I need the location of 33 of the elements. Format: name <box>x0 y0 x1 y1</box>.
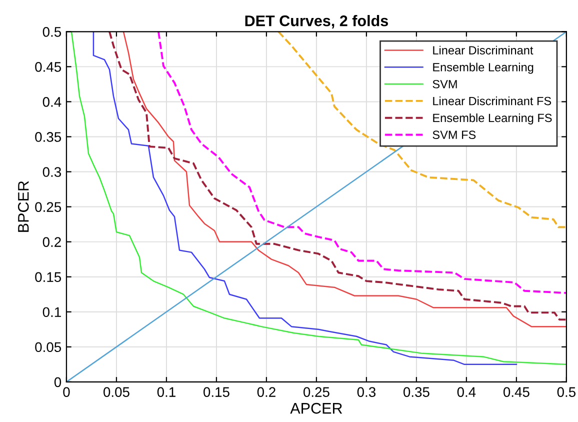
x-tick-label: 0.45 <box>503 387 530 397</box>
x-tick-label: 0 <box>63 387 70 397</box>
x-tick-label: 0.1 <box>157 387 176 397</box>
legend-label: SVM <box>432 80 457 88</box>
legend-label: Linear Discriminant <box>433 46 534 54</box>
x-tick-label: 0.15 <box>203 387 230 397</box>
x-tick-label: 0.25 <box>303 387 330 397</box>
legend-label: Ensemble Learning FS <box>433 113 552 124</box>
legend-label: Ensemble Learning <box>433 62 534 74</box>
x-tick-label: 0.2 <box>257 387 276 397</box>
x-tick-label: 0.3 <box>357 387 376 397</box>
legend-label: Linear Discriminant FS <box>433 96 552 106</box>
y-tick-label: 0.2 <box>42 237 61 247</box>
x-axis-title: APCER <box>290 402 342 414</box>
y-tick-label: 0.45 <box>35 62 62 72</box>
y-tick-label: 0.3 <box>42 167 61 177</box>
legend-label: SVM FS <box>432 130 476 140</box>
x-tick-label: 0.4 <box>457 387 476 397</box>
line-series <box>277 32 566 228</box>
y-tick-label: 0.35 <box>35 132 62 142</box>
y-tick-label: 0.5 <box>42 26 62 37</box>
y-tick-label: 0.4 <box>42 97 62 107</box>
x-tick-label: 0.05 <box>103 387 130 397</box>
y-axis-title: BPCER <box>18 181 29 232</box>
y-tick-label: 0 <box>54 377 62 388</box>
y-tick-label: 0.15 <box>35 272 62 282</box>
line-series <box>157 32 566 294</box>
x-tick-label: 0.5 <box>557 387 576 397</box>
x-tick-label: 0.35 <box>403 387 430 397</box>
y-tick-label: 0.25 <box>35 202 62 212</box>
y-tick-label: 0.1 <box>42 307 61 318</box>
chart-title: DET Curves, 2 folds <box>245 15 388 28</box>
y-tick-label: 0.05 <box>35 342 62 352</box>
